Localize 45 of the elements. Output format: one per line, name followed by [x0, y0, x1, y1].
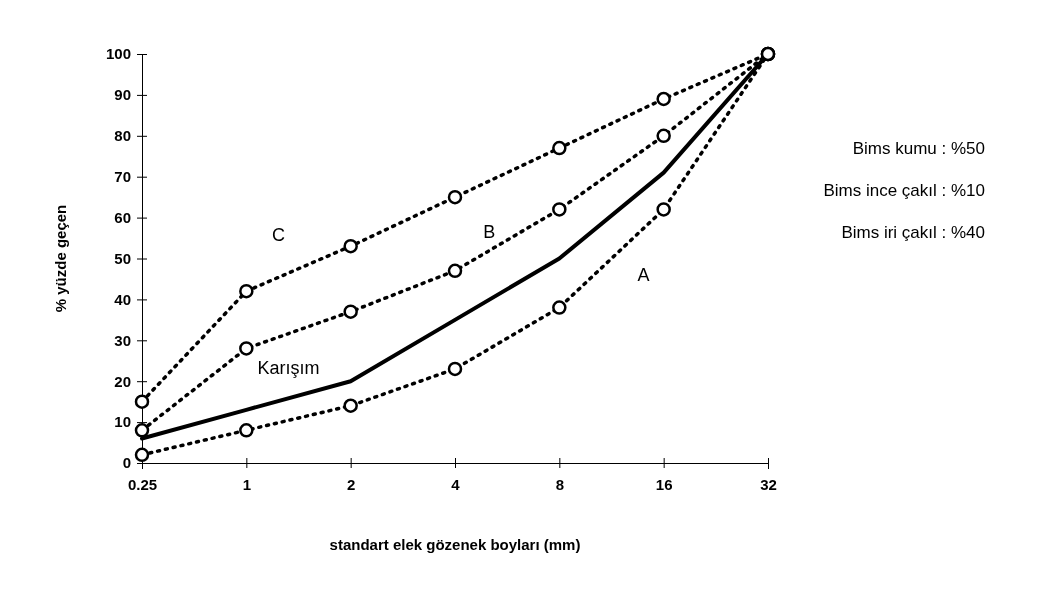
- point: [239, 423, 254, 438]
- y-tick-label: 50: [114, 249, 131, 267]
- x-tick-label: 16: [655, 475, 673, 493]
- y-tick-label: 80: [114, 127, 131, 145]
- point: [656, 202, 671, 217]
- series-label: C: [272, 224, 285, 245]
- point: [343, 304, 358, 319]
- point: [447, 263, 463, 279]
- text: Bims ince çakıl : %10: [823, 181, 985, 200]
- point: [656, 128, 671, 144]
- text: Bims kumu : %50: [852, 139, 985, 158]
- y-tick-label: 10: [114, 413, 131, 431]
- point: [134, 447, 150, 463]
- point: [239, 283, 254, 299]
- y-tick-label: 30: [114, 331, 131, 349]
- x-tick-label: 8: [555, 475, 565, 493]
- text: Bims iri çakıl : %40: [841, 223, 985, 242]
- point: [656, 91, 671, 107]
- x-tick-label: 2: [346, 475, 356, 493]
- x-tick-label: 1: [242, 475, 252, 493]
- point: [343, 238, 358, 254]
- y-tick-label: 90: [114, 86, 131, 104]
- x-tick-label: 32: [760, 475, 777, 493]
- y-tick-label: 20: [114, 372, 131, 390]
- y-tick-label: 40: [114, 290, 131, 308]
- point: [552, 300, 567, 315]
- y-axis-title: % yüzde geçen: [52, 204, 69, 313]
- point: [552, 202, 567, 217]
- y-tick-label: 70: [114, 168, 131, 185]
- series-label: A: [637, 264, 650, 285]
- y-tick-label: 0: [122, 454, 131, 472]
- point: [134, 423, 150, 438]
- point: [239, 341, 254, 356]
- point: [552, 140, 567, 156]
- series-label: B: [483, 222, 496, 243]
- x-tick-label: 0.25: [127, 475, 158, 493]
- y-tick-label: 100: [105, 45, 131, 63]
- point: [343, 398, 358, 413]
- point: [134, 394, 150, 409]
- point: [447, 361, 463, 377]
- point: [447, 189, 463, 205]
- y-tick-label: 60: [114, 208, 131, 226]
- series-label: Karışım: [257, 357, 320, 378]
- x-tick-label: 4: [451, 475, 461, 493]
- x-axis-title: standart elek gözenek boyları (mm): [329, 536, 581, 553]
